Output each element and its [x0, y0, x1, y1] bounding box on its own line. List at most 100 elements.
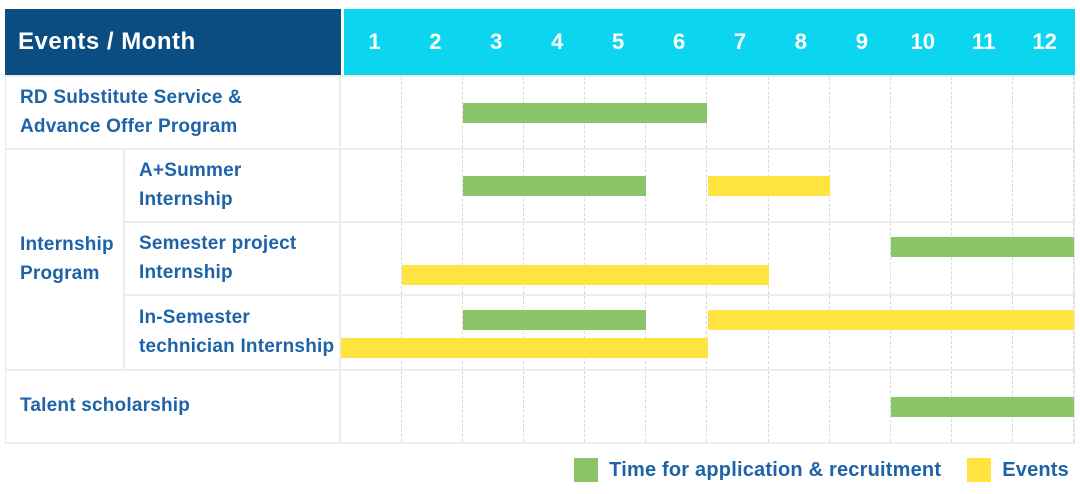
- table-title: Events / Month: [18, 28, 196, 55]
- month-label: 11: [972, 29, 996, 54]
- month-grid-cell: [1013, 77, 1074, 148]
- table-row: A+Summer Internship: [125, 150, 1074, 223]
- application-bar: [463, 175, 647, 196]
- month-label: 12: [1032, 29, 1057, 54]
- month-label: 5: [612, 29, 625, 54]
- month-label: 3: [490, 29, 503, 54]
- month-grid-cell: [646, 150, 708, 221]
- month-grid-cell: [952, 150, 1013, 221]
- month-grid-cell: [402, 371, 464, 442]
- application-bar: [463, 310, 647, 330]
- group-label-cell-text: Internship Program: [20, 234, 114, 284]
- table-header: Events / Month 1 2 3 4 5 6 7 8 9 10 11 12: [5, 9, 1075, 75]
- group-label-cell: Internship Program: [6, 150, 125, 369]
- row-label-cell: Talent scholarship: [6, 371, 341, 442]
- month-label: 4: [551, 29, 564, 54]
- month-grid-cell: [707, 296, 769, 369]
- month-label: 9: [855, 29, 868, 54]
- month-grid-cell: [402, 150, 464, 221]
- row-label-cell-text: In-Semester technician Internship: [139, 307, 335, 357]
- month-grid-cell: [646, 223, 708, 294]
- table-row: Semester project Internship: [125, 223, 1074, 296]
- row-label-cell-text: RD Substitute Service & Advance Offer Pro…: [20, 87, 243, 137]
- row-label-cell: In-Semester technician Internship: [125, 296, 341, 369]
- month-grid-cell: [341, 150, 403, 221]
- month-grid-cell: [1013, 223, 1074, 294]
- application-bar: [890, 237, 1074, 257]
- application-bar: [890, 396, 1074, 417]
- month-grid-cell: [830, 150, 891, 221]
- month-grid-cell: [891, 296, 952, 369]
- table-row: Talent scholarship: [6, 371, 1074, 444]
- month-label: 1: [368, 29, 381, 54]
- legend-item: Time for application & recruitment: [574, 458, 941, 482]
- row-timeline: [341, 223, 1074, 294]
- month-grid-cell: [341, 77, 403, 148]
- table-row: RD Substitute Service & Advance Offer Pro…: [6, 77, 1074, 150]
- month-grid-cell: [524, 223, 586, 294]
- month-grid-cell: [769, 296, 830, 369]
- legend-item: Events: [967, 458, 1069, 482]
- month-grid-cell: [402, 77, 464, 148]
- event-bar: [402, 265, 769, 285]
- month-grid-cell: [341, 296, 403, 369]
- legend-label: Time for application & recruitment: [609, 458, 942, 481]
- row-timeline: [341, 150, 1074, 221]
- month-grid-cell: [769, 223, 830, 294]
- event-bar: [341, 338, 708, 358]
- row-timeline: [341, 296, 1074, 369]
- table-body: RD Substitute Service & Advance Offer Pro…: [5, 75, 1075, 444]
- month-grid-cell: [952, 77, 1013, 148]
- application-legend-swatch: [574, 458, 599, 482]
- row-group: Internship Program A+Summer Internship Semes…: [6, 150, 1074, 371]
- month-label: 10: [910, 29, 935, 54]
- month-grid-cell: [830, 223, 891, 294]
- events-month-header-cell: Events / Month: [5, 9, 341, 75]
- month-grid-cell: [402, 296, 464, 369]
- month-grid-cell: [707, 371, 769, 442]
- table-row: In-Semester technician Internship: [125, 296, 1074, 369]
- month-grid-cell: [769, 371, 830, 442]
- event-bar: [707, 175, 830, 196]
- month-grid-cell: [463, 296, 525, 369]
- event-bar: [707, 310, 1074, 330]
- month-grid-cell: [1013, 150, 1074, 221]
- month-grid-cell: [463, 223, 525, 294]
- row-timeline: [341, 77, 1074, 148]
- month-grid-cell: [1013, 296, 1074, 369]
- month-grid-cell: [585, 296, 647, 369]
- month-label: 8: [794, 29, 808, 54]
- month-grid-cell: [891, 150, 952, 221]
- month-grid-cell: [585, 223, 647, 294]
- event-legend-swatch: [967, 458, 992, 482]
- month-grid-cell: [830, 77, 891, 148]
- month-label: 2: [429, 29, 442, 54]
- events-table: Events / Month 1 2 3 4 5 6 7 8 9 10 11 12 RD Substi…: [5, 9, 1075, 444]
- month-grid-cell: [830, 371, 891, 442]
- month-grid-cell: [707, 77, 769, 148]
- month-grid-cell: [891, 77, 952, 148]
- month-grid-cell: [585, 371, 647, 442]
- month-grid-cell: [891, 223, 952, 294]
- row-label-cell-text: Talent scholarship: [20, 395, 191, 417]
- month-grid-cell: [341, 223, 403, 294]
- row-label-cell-text: A+Summer Internship: [139, 160, 242, 210]
- month-header-row: 1 2 3 4 5 6 7 8 9 10 11 12: [344, 9, 1075, 75]
- month-grid-cell: [402, 223, 464, 294]
- month-grid-cell: [463, 371, 525, 442]
- row-label-cell: RD Substitute Service & Advance Offer Pro…: [6, 77, 341, 148]
- month-grid-cell: [524, 371, 586, 442]
- legend: Time for application & recruitment Events: [5, 444, 1075, 494]
- application-bar: [463, 102, 708, 123]
- month-grid-cell: [707, 223, 769, 294]
- month-label: 7: [733, 29, 747, 54]
- row-label-cell-text: Semester project Internship: [139, 233, 297, 283]
- month-grid-cell: [952, 223, 1013, 294]
- month-grid-cell: [830, 296, 891, 369]
- month-grid-cell: [952, 296, 1013, 369]
- legend-label: Events: [1002, 458, 1069, 481]
- group-rows: A+Summer Internship Semester project Intern…: [125, 150, 1074, 369]
- month-grid-cell: [646, 371, 708, 442]
- header-divider: [341, 9, 344, 75]
